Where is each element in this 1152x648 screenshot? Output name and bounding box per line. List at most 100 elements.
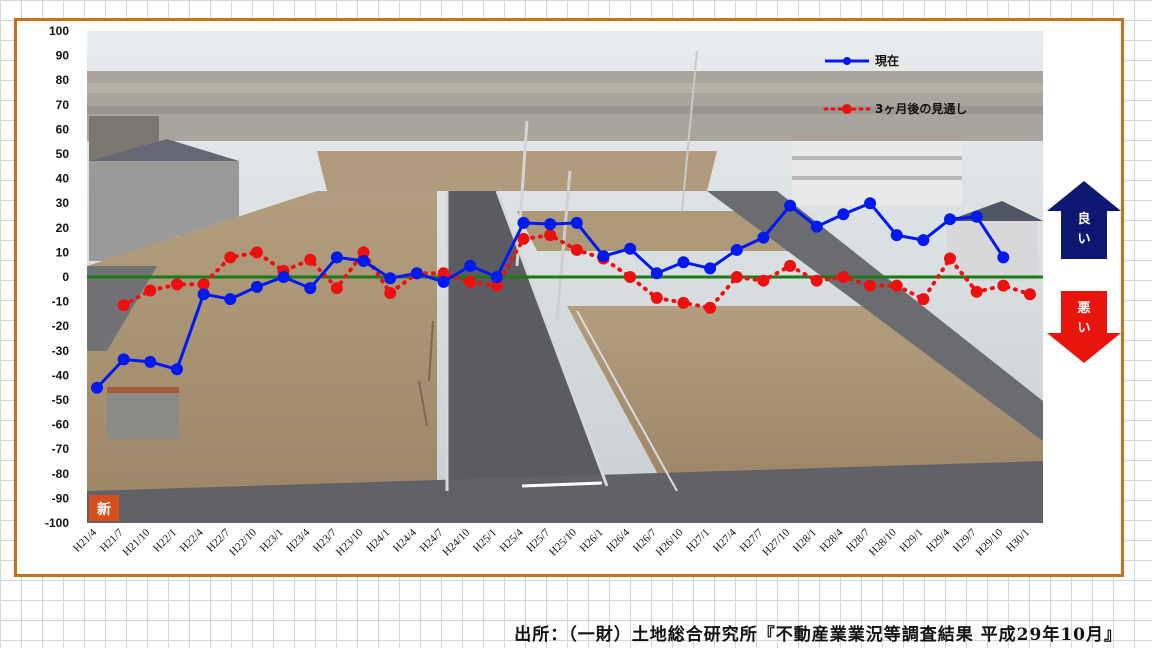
y-tick-label: -20 — [52, 319, 70, 333]
x-tick-label: H23/10 — [334, 526, 366, 558]
series-outlook-point — [917, 293, 930, 306]
series-current-point — [250, 280, 263, 293]
series-outlook-point — [570, 243, 583, 256]
series-current-point — [197, 288, 210, 301]
series-current-point — [117, 353, 130, 366]
y-tick-label: -100 — [45, 516, 69, 530]
y-tick-label: 90 — [56, 49, 70, 63]
photo-badge: 新 — [89, 495, 119, 521]
y-tick-label: -40 — [52, 368, 70, 382]
series-current-point — [784, 199, 797, 212]
legend: 現在 3ヶ月後の見通し — [823, 53, 967, 116]
y-tick-label: 10 — [56, 245, 70, 259]
x-tick-label: H29/1 — [898, 527, 926, 555]
x-tick-label: H24/4 — [391, 526, 419, 554]
x-tick-label: H23/4 — [284, 526, 312, 554]
series-outlook-point — [464, 275, 477, 288]
series-current-point — [490, 271, 503, 283]
series-current-point — [730, 243, 743, 256]
series-outlook-point — [384, 286, 397, 299]
series-current-point — [170, 363, 183, 376]
series-current-point — [837, 208, 850, 221]
series-current-point — [357, 255, 370, 268]
series-outlook-point — [357, 246, 370, 259]
x-tick-label: H30/1 — [1004, 527, 1032, 555]
series-outlook — [117, 229, 1036, 314]
line-chart: 新 -100-90-80-70-60-50-40-30-20-100102030… — [45, 24, 1121, 558]
series-current-point — [517, 216, 530, 229]
x-tick-label: H25/1 — [471, 527, 499, 555]
series-outlook-point — [810, 274, 823, 287]
series-outlook-point — [197, 278, 210, 291]
series-current-point — [677, 256, 690, 269]
series-outlook-point — [224, 251, 237, 264]
series-current-point — [277, 271, 290, 283]
series-current-point — [650, 267, 663, 280]
y-tick-label: -90 — [52, 491, 70, 505]
y-tick-label: 80 — [56, 73, 70, 87]
x-tick-label: H24/10 — [441, 526, 473, 558]
series-current-point — [330, 251, 343, 264]
down-arrow-icon — [1047, 291, 1121, 363]
x-tick-label: H22/4 — [178, 526, 206, 554]
x-tick-label: H27/1 — [684, 527, 712, 555]
series-outlook-point — [890, 279, 903, 292]
series-current-point — [144, 355, 157, 368]
series-current-point — [597, 250, 610, 263]
y-tick-label: 50 — [56, 147, 70, 161]
series-outlook-point — [864, 279, 877, 292]
background-photo — [87, 31, 1043, 523]
y-tick-label: 40 — [56, 172, 70, 186]
legend-label-outlook: 3ヶ月後の見通し — [875, 101, 967, 116]
y-tick-label: -80 — [52, 467, 70, 481]
x-tick-label: H21/4 — [71, 526, 99, 554]
series-current-point — [757, 231, 770, 244]
y-tick-label: 30 — [56, 196, 70, 210]
y-tick-label: -30 — [52, 344, 70, 358]
series-outlook-point — [730, 271, 743, 283]
series-outlook-point — [784, 259, 797, 272]
series-current-point — [917, 234, 930, 247]
series-outlook-point — [544, 229, 557, 242]
y-tick-label: 100 — [49, 24, 69, 38]
series-outlook-point — [944, 252, 957, 265]
series-current-point — [384, 272, 397, 285]
series-outlook-point — [650, 291, 663, 304]
series-current-point — [544, 218, 557, 231]
series-current-point — [944, 213, 957, 226]
series-current-point — [410, 267, 423, 280]
series-outlook-point — [1024, 288, 1036, 301]
x-tick-label: H26/10 — [654, 526, 686, 558]
series-outlook-point — [490, 279, 503, 292]
y-tick-label: 70 — [56, 98, 70, 112]
series-outlook-point — [250, 246, 263, 259]
x-tick-label: H24/1 — [364, 527, 392, 555]
x-tick-label: H28/1 — [791, 527, 819, 555]
legend-marker-outlook — [842, 104, 852, 114]
y-tick-label: 0 — [62, 270, 69, 284]
series-current-point — [224, 293, 237, 306]
series-outlook-point — [624, 271, 637, 283]
series-outlook-point — [997, 279, 1010, 292]
bad-label-char-2: い — [1077, 321, 1090, 336]
series-current-point — [970, 210, 983, 223]
bad-label-char-1: 悪 — [1077, 301, 1090, 316]
good-label-char-2: い — [1077, 232, 1090, 247]
y-axis: -100-90-80-70-60-50-40-30-20-10010203040… — [45, 24, 69, 530]
legend-label-current: 現在 — [875, 53, 899, 68]
x-tick-label: H23/1 — [258, 527, 286, 555]
series-outlook-point — [970, 285, 983, 298]
y-tick-label: -50 — [52, 393, 70, 407]
series-current-point — [704, 262, 717, 275]
x-tick-label: H29/10 — [974, 526, 1006, 558]
x-tick-label: H25/4 — [498, 526, 526, 554]
series-outlook-point — [757, 274, 770, 287]
series-current-point — [864, 197, 877, 210]
good-indicator: 良 い — [1047, 181, 1121, 259]
y-tick-label: -60 — [52, 418, 70, 432]
series-current-point — [464, 259, 477, 272]
series-outlook-point — [170, 278, 183, 291]
x-axis: H21/4H21/7H21/10H22/1H22/4H22/7H22/10H23… — [71, 526, 1032, 558]
y-tick-label: 60 — [56, 122, 70, 136]
series-outlook-point — [117, 299, 130, 312]
